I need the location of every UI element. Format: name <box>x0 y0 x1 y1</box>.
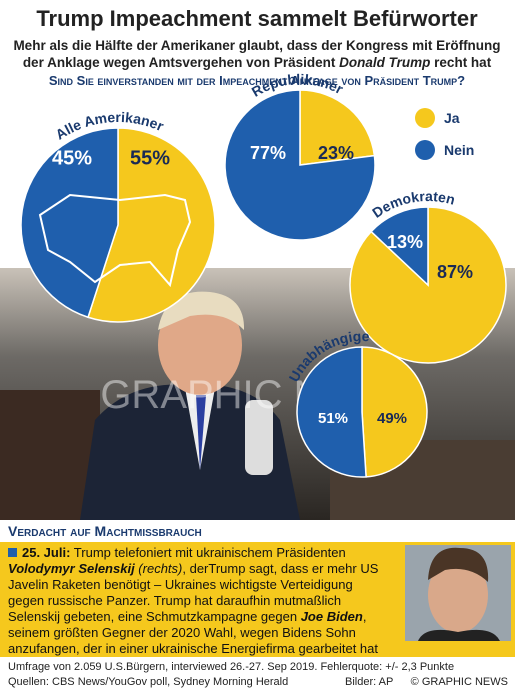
legend-label: Ja <box>444 110 460 126</box>
body-part: Volodymyr Selenskij <box>8 561 135 576</box>
value-label: 77% <box>250 143 286 163</box>
body-part: Joe Biden <box>301 609 363 624</box>
pie-slice <box>370 206 429 287</box>
body-line: Volodymyr Selenskij (rechts), derTrump s… <box>8 561 379 576</box>
pie-slice <box>299 89 376 166</box>
pie-slice <box>361 346 428 478</box>
legend-swatch <box>415 140 435 160</box>
legend-swatch <box>415 108 435 128</box>
body-line: seinem größten Gegner der 2020 Wahl, weg… <box>8 625 356 640</box>
value-label: 55% <box>130 148 170 170</box>
body-line: gegen russische Panzer. Trump hat darauf… <box>8 593 341 608</box>
subtitle-part: der Anklage wegen Amtsvergehen von Präsi… <box>23 55 339 70</box>
body-part: 25. Juli: <box>22 545 70 560</box>
body-part: Selenskij gebeten, eine Schmutzkampagne … <box>8 609 301 624</box>
body-part: (rechts) <box>135 561 183 576</box>
pie: 23%77%Republikaner <box>224 71 376 241</box>
value-label: 23% <box>318 143 354 163</box>
map-outline <box>38 193 192 288</box>
pie-slice <box>349 206 507 364</box>
value-label: 49% <box>377 410 407 427</box>
legend-label: Nein <box>444 142 474 158</box>
subtitle-name: Donald Trump <box>339 55 430 70</box>
section-bg <box>0 520 515 542</box>
value-label: 51% <box>318 410 348 427</box>
body-text: 25. Juli: Trump telefoniert mit ukrainis… <box>8 545 379 656</box>
body-line: Selenskij gebeten, eine Schmutzkampagne … <box>8 609 366 624</box>
bullet <box>8 548 17 557</box>
section-title: Verdacht auf Machtmissbrauch <box>8 523 202 539</box>
portrait <box>405 545 511 641</box>
pie: 55%45%Alle Amerikaner <box>20 109 216 323</box>
footer-copyright: © GRAPHIC NEWS <box>411 676 508 688</box>
pies: 55%45%Alle Amerikaner23%77%Republikaner8… <box>20 71 507 478</box>
footer-sources: Quellen: CBS News/YouGov poll, Sydney Mo… <box>8 676 288 688</box>
footer-images: Bilder: AP <box>345 676 393 688</box>
body-line: 25. Juli: Trump telefoniert mit ukrainis… <box>22 545 346 560</box>
legend: Ja Nein <box>415 108 474 160</box>
pie-slice <box>20 127 119 319</box>
pie: 87%13%Demokraten <box>349 188 507 364</box>
value-label: 13% <box>387 232 423 252</box>
value-label: 45% <box>52 148 92 170</box>
question: Sind Sie einverstanden mit der Impeachme… <box>49 73 465 88</box>
body-part: , <box>363 609 367 624</box>
pie-slice <box>224 89 376 241</box>
body-line: Javelin Raketen benötigt – Ukraines wich… <box>8 577 353 592</box>
pie-slice <box>87 127 216 323</box>
value-label: 87% <box>437 262 473 282</box>
subtitle: Mehr als die Hälfte der Amerikaner glaub… <box>13 38 500 53</box>
body-part: Trump telefoniert mit ukrainischem Präsi… <box>70 545 345 560</box>
subtitle-part: recht hat <box>430 55 491 70</box>
body-line: anzufangen, der in einer ukrainische Ene… <box>8 641 378 656</box>
subtitle: der Anklage wegen Amtsvergehen von Präsi… <box>23 55 492 70</box>
footer-survey: Umfrage von 2.059 U.S.Bürgern, interview… <box>8 661 454 673</box>
pie-slice <box>296 346 367 478</box>
body-part: , derTrump sagt, dass er mehr US <box>182 561 378 576</box>
title: Trump Impeachment sammelt Befürworter <box>36 6 478 31</box>
